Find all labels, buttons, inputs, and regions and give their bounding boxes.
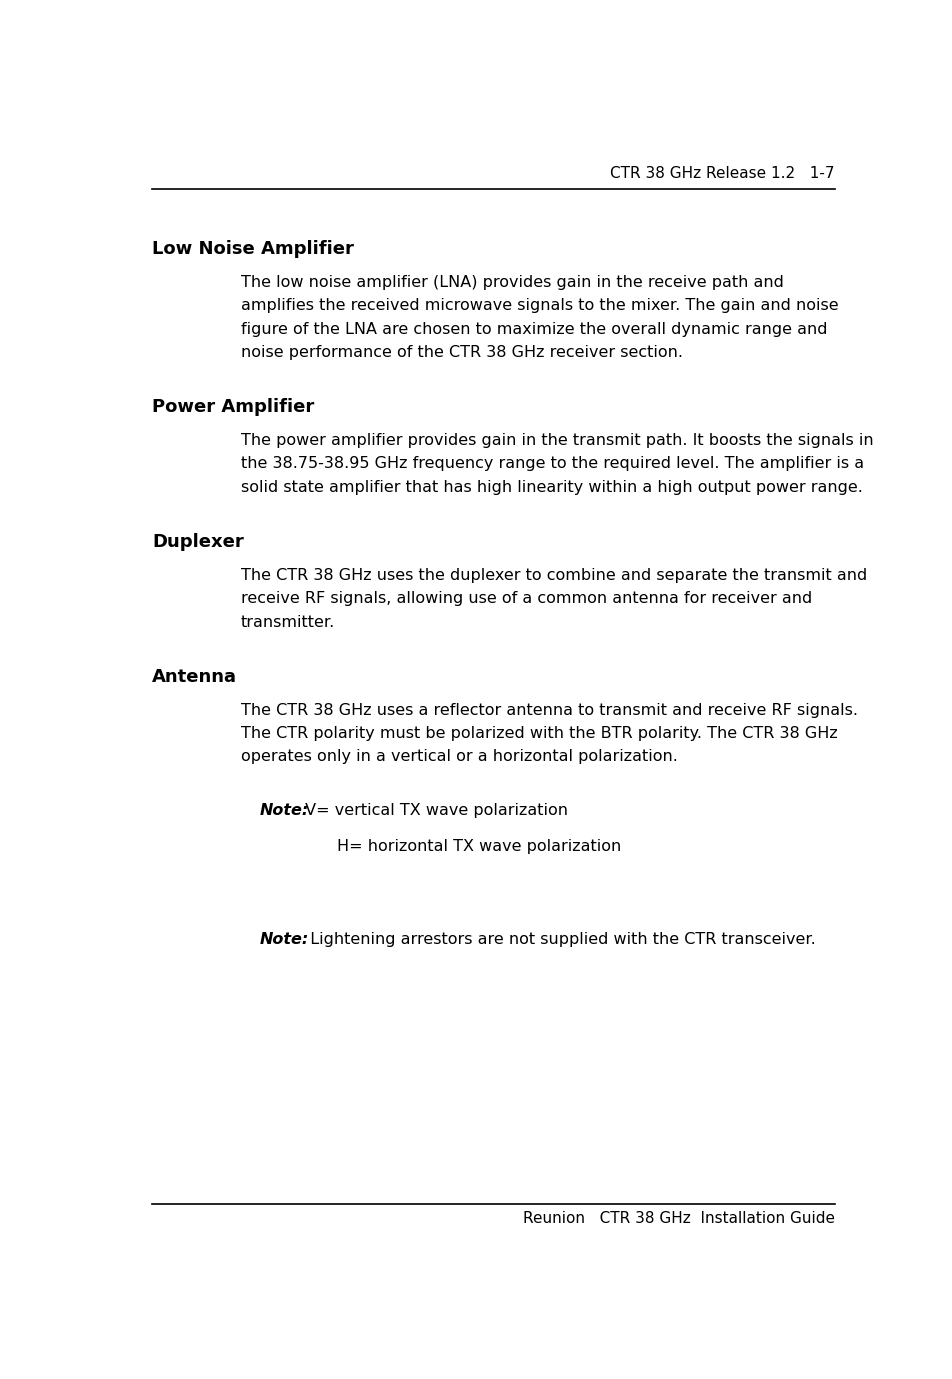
Text: Low Noise Amplifier: Low Noise Amplifier bbox=[152, 240, 354, 258]
Text: The CTR polarity must be polarized with the BTR polarity. The CTR 38 GHz: The CTR polarity must be polarized with … bbox=[241, 727, 838, 741]
Text: amplifies the received microwave signals to the mixer. The gain and noise: amplifies the received microwave signals… bbox=[241, 298, 839, 313]
Text: noise performance of the CTR 38 GHz receiver section.: noise performance of the CTR 38 GHz rece… bbox=[241, 345, 683, 360]
Text: Note:: Note: bbox=[259, 932, 308, 947]
Text: the 38.75-38.95 GHz frequency range to the required level. The amplifier is a: the 38.75-38.95 GHz frequency range to t… bbox=[241, 456, 863, 472]
Text: The CTR 38 GHz uses the duplexer to combine and separate the transmit and: The CTR 38 GHz uses the duplexer to comb… bbox=[241, 568, 867, 583]
Text: operates only in a vertical or a horizontal polarization.: operates only in a vertical or a horizon… bbox=[241, 750, 678, 764]
Text: The power amplifier provides gain in the transmit path. It boosts the signals in: The power amplifier provides gain in the… bbox=[241, 433, 873, 448]
Text: Power Amplifier: Power Amplifier bbox=[152, 399, 314, 416]
Text: Lightening arrestors are not supplied with the CTR transceiver.: Lightening arrestors are not supplied wi… bbox=[300, 932, 816, 947]
Text: Reunion   CTR 38 GHz  Installation Guide: Reunion CTR 38 GHz Installation Guide bbox=[523, 1211, 835, 1226]
Text: The CTR 38 GHz uses a reflector antenna to transmit and receive RF signals.: The CTR 38 GHz uses a reflector antenna … bbox=[241, 703, 858, 717]
Text: The low noise amplifier (LNA) provides gain in the receive path and: The low noise amplifier (LNA) provides g… bbox=[241, 274, 783, 290]
Text: Antenna: Antenna bbox=[152, 667, 237, 685]
Text: solid state amplifier that has high linearity within a high output power range.: solid state amplifier that has high line… bbox=[241, 480, 863, 495]
Text: V= vertical TX wave polarization: V= vertical TX wave polarization bbox=[300, 803, 567, 818]
Text: figure of the LNA are chosen to maximize the overall dynamic range and: figure of the LNA are chosen to maximize… bbox=[241, 321, 827, 336]
Text: Note:: Note: bbox=[259, 803, 308, 818]
Text: CTR 38 GHz Release 1.2   1-7: CTR 38 GHz Release 1.2 1-7 bbox=[610, 167, 835, 182]
Text: transmitter.: transmitter. bbox=[241, 615, 335, 630]
Text: receive RF signals, allowing use of a common antenna for receiver and: receive RF signals, allowing use of a co… bbox=[241, 592, 812, 607]
Text: H= horizontal TX wave polarization: H= horizontal TX wave polarization bbox=[337, 838, 621, 854]
Text: Duplexer: Duplexer bbox=[152, 532, 244, 550]
